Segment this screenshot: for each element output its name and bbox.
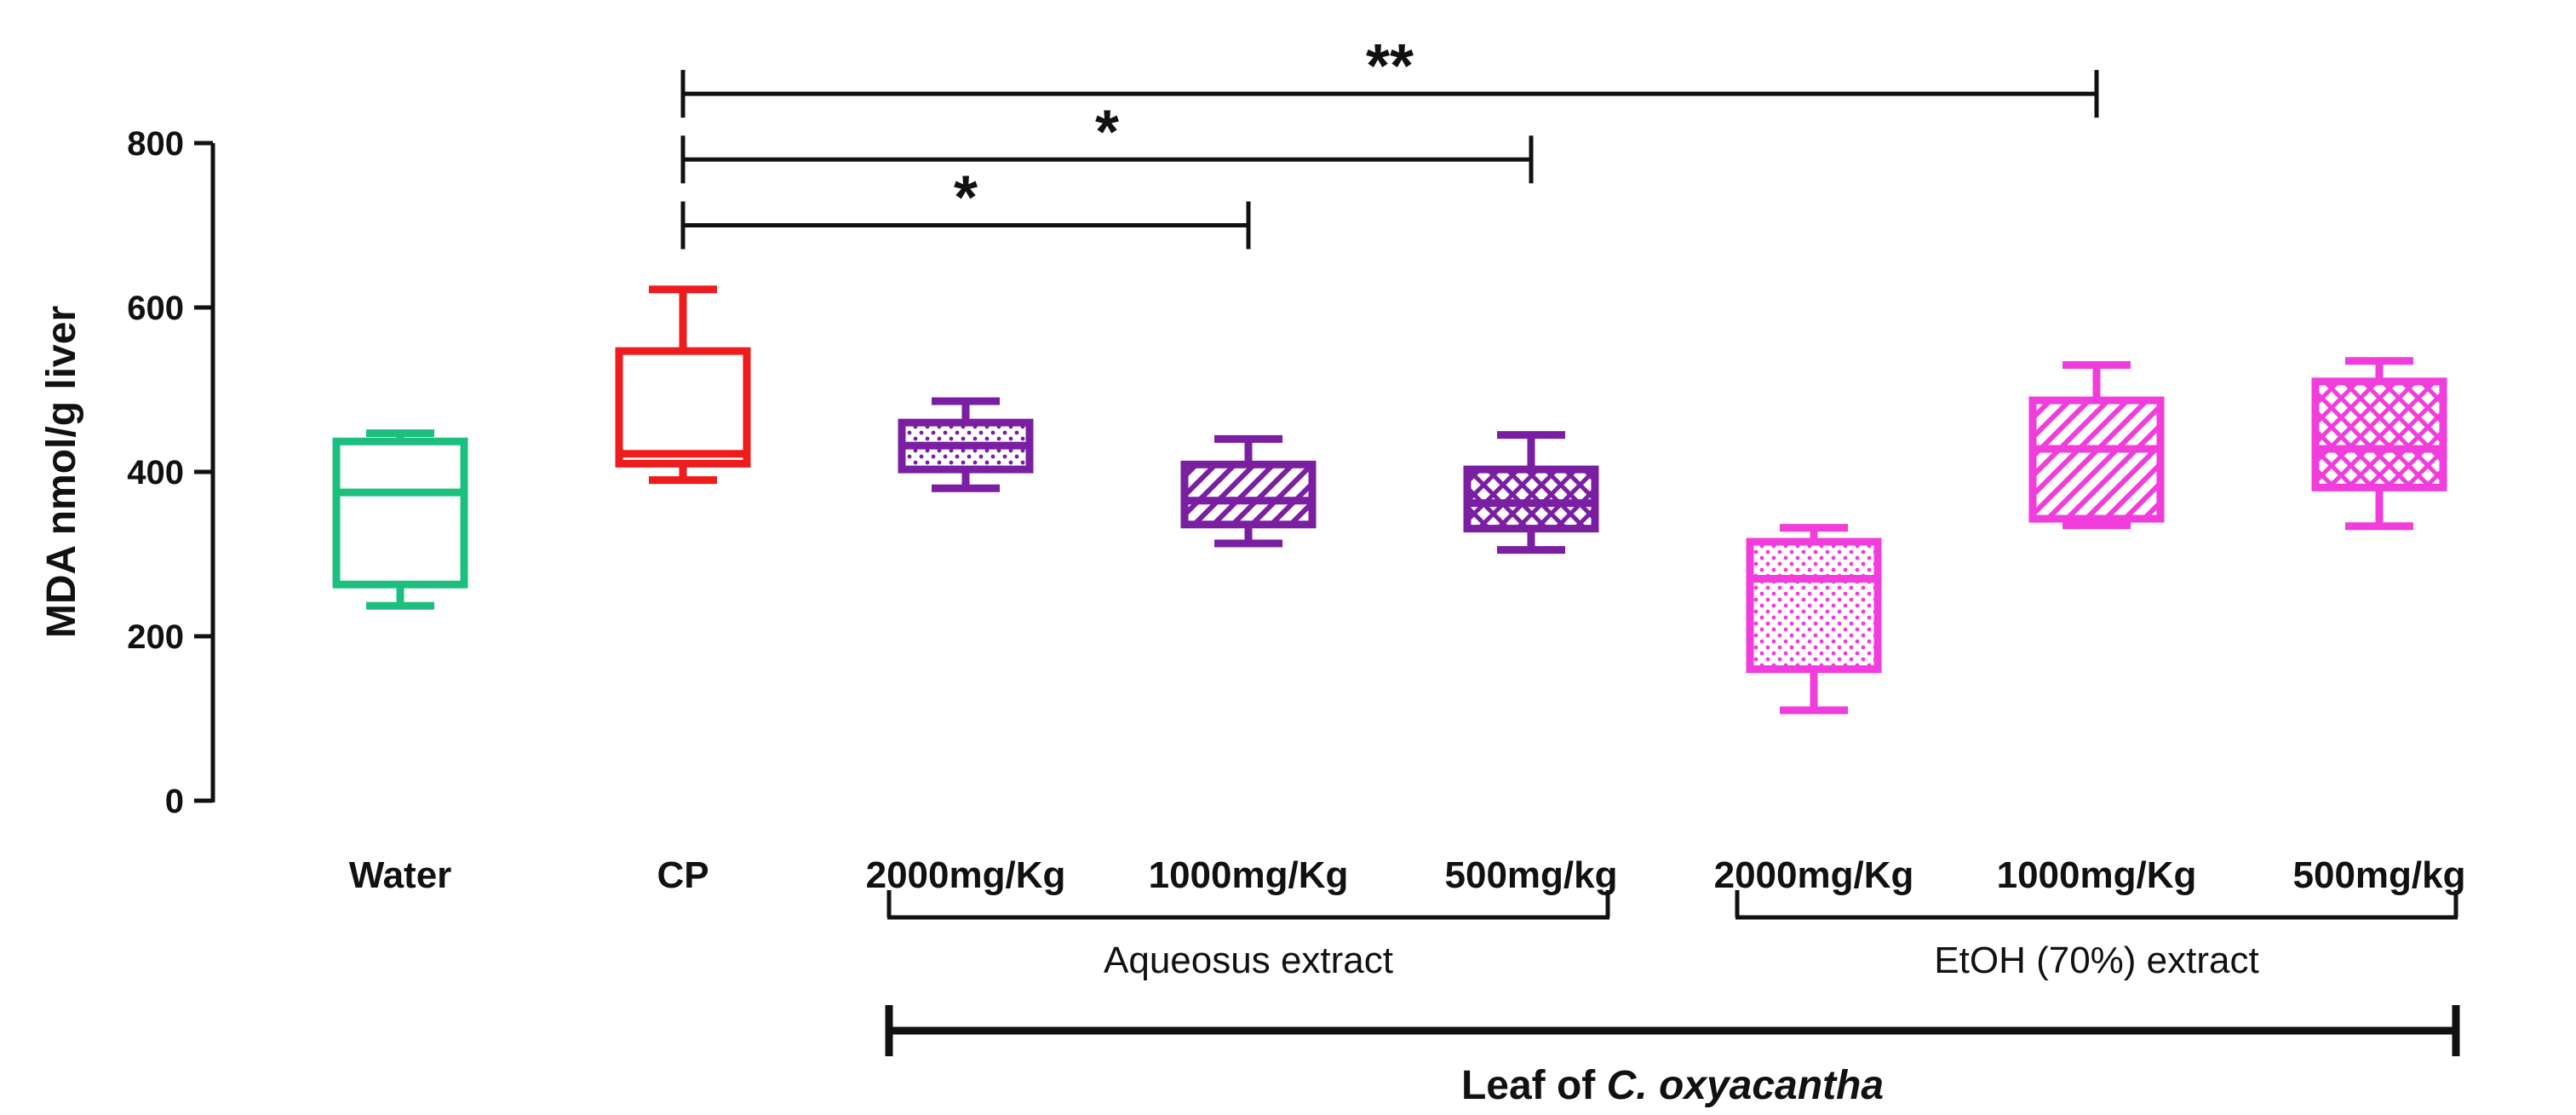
y-tick-label: 600 — [127, 290, 184, 327]
box-outline — [2311, 377, 2447, 491]
box-outline — [615, 347, 751, 468]
category-label: 500mg/kg — [2293, 854, 2466, 896]
box-outline — [1180, 460, 1317, 529]
y-tick-label: 800 — [127, 125, 184, 163]
super-group-label-species: C. oxyacantha — [1607, 1063, 1884, 1108]
significance-bracket-1: ** — [680, 32, 2099, 118]
box-3: 2000mg/Kg — [866, 397, 1066, 896]
box-1: Water — [332, 429, 468, 896]
category-label: 500mg/kg — [1445, 854, 1618, 896]
box-outline — [2028, 396, 2165, 523]
y-axis-title: MDA nmol/g liver — [39, 306, 84, 638]
super-group-bracket: Leaf of C. oxyacantha — [885, 1005, 2460, 1108]
super-group-label: Leaf of C. oxyacantha — [1461, 1063, 1884, 1108]
category-label: 1000mg/Kg — [1149, 854, 1349, 896]
box-outline — [332, 437, 468, 589]
significance-bracket-3: * — [680, 164, 1251, 250]
significance-bracket-2: * — [680, 98, 1534, 184]
y-tick-label: 400 — [127, 454, 184, 491]
category-label: Water — [349, 854, 452, 896]
box-fill — [2033, 400, 2160, 520]
y-tick-label: 200 — [127, 618, 184, 656]
box-outline — [1463, 465, 1599, 533]
box-fill — [1467, 469, 1595, 529]
box-6: 2000mg/Kg — [1714, 524, 1914, 896]
category-label: 2000mg/Kg — [1714, 854, 1914, 896]
significance-label: ** — [1366, 32, 1414, 101]
group-bracket-1: Aqueosus extract — [886, 890, 1610, 981]
significance-label: * — [954, 164, 978, 233]
plot-area: 0 200 400 600 800 MDA nmol/g liver Water CP 2000… — [39, 32, 2465, 1108]
box-5: 500mg/kg — [1445, 431, 1618, 896]
box-fill — [2315, 381, 2443, 488]
group-label: EtOH (70%) extract — [1934, 940, 2258, 981]
group-label: Aqueosus extract — [1104, 940, 1393, 981]
box-7: 1000mg/Kg — [1997, 361, 2197, 896]
category-label: 1000mg/Kg — [1997, 854, 2197, 896]
box-fill — [1750, 542, 1878, 670]
category-label: CP — [657, 854, 709, 896]
group-bracket-2: EtOH (70%) extract — [1735, 890, 2458, 981]
box-2: CP — [615, 285, 751, 896]
box-8: 500mg/kg — [2293, 357, 2466, 896]
significance-label: * — [1095, 98, 1119, 166]
category-label: 2000mg/Kg — [866, 854, 1066, 896]
box-4: 1000mg/Kg — [1149, 434, 1349, 896]
super-group-label-prefix: Leaf of — [1461, 1063, 1607, 1108]
y-tick-label: 0 — [165, 783, 184, 820]
box-outline — [1746, 537, 1882, 674]
box-fill — [1185, 464, 1312, 525]
